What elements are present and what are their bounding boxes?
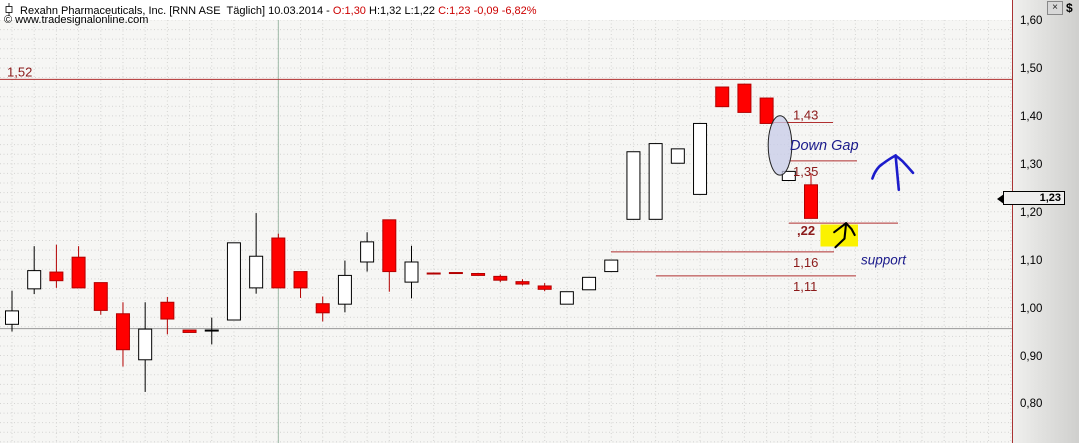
svg-text:1,52: 1,52 (7, 64, 32, 79)
svg-text:1,16: 1,16 (793, 255, 818, 270)
svg-text:1,11: 1,11 (793, 279, 817, 294)
svg-text:Down Gap: Down Gap (790, 138, 859, 154)
svg-text:support: support (861, 252, 907, 267)
svg-text:,22: ,22 (797, 223, 815, 238)
svg-text:1,43: 1,43 (793, 108, 818, 123)
svg-text:1,35: 1,35 (793, 164, 818, 179)
